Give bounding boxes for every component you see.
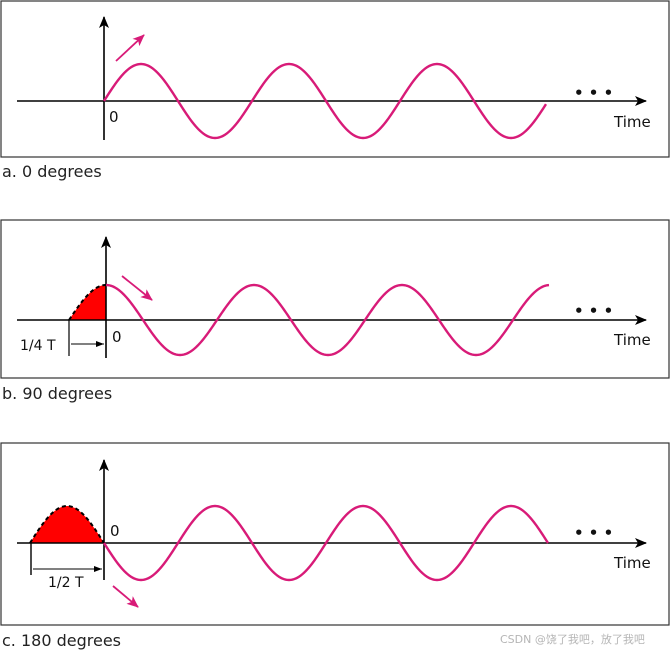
watermark: CSDN @饶了我吧，放了我吧: [500, 632, 645, 646]
panel-b-ellipsis: • • •: [574, 302, 613, 320]
panel-c-ellipsis: • • •: [574, 524, 613, 542]
panel-c-offset-label: 1/2 T: [48, 575, 84, 591]
panel-b-frame: [0, 219, 670, 379]
panel-c-phase-fill: [30, 506, 104, 543]
panel-c-caption: c. 180 degrees: [2, 631, 121, 650]
panel-a-origin-label: 0: [109, 108, 119, 126]
panel-a-direction-arrow: [115, 34, 145, 62]
panel-b-axis-label: Time: [613, 331, 651, 349]
panel-a-frame: [0, 0, 670, 158]
panel-c-phase-dashed-outline: [29, 504, 105, 544]
panel-b-origin-label: 0: [112, 328, 122, 346]
panel-b-offset-label: 1/4 T: [20, 338, 56, 354]
panel-b-phase-dashed-outline: [68, 284, 107, 321]
panel-a-caption: a. 0 degrees: [2, 162, 102, 181]
panel-c: 1/2 T 0 • • • Time c. 180 degrees: [0, 442, 670, 650]
panel-b: 1/4 T 0 • • • Time b. 90 degrees: [0, 219, 670, 403]
panel-c-sine-wave: [102, 504, 550, 582]
panel-c-origin-label: 0: [110, 522, 120, 540]
panel-a-ellipsis: • • •: [574, 84, 613, 102]
panel-c-frame: [0, 442, 670, 626]
panel-a-axis-label: Time: [613, 113, 651, 131]
panel-b-caption: b. 90 degrees: [2, 384, 112, 403]
panel-b-phase-fill: [69, 285, 106, 320]
panel-a-sine-wave: [102, 62, 548, 140]
panel-b-direction-arrow: [121, 275, 153, 301]
panel-c-direction-arrow: [112, 585, 139, 608]
panel-b-sine-wave: [105, 283, 550, 357]
panel-a: 0 • • • Time a. 0 degrees: [0, 0, 670, 181]
panel-c-axis-label: Time: [613, 554, 651, 572]
